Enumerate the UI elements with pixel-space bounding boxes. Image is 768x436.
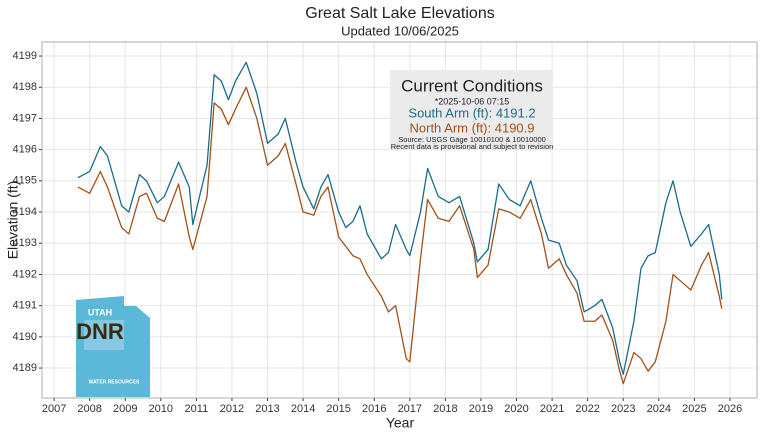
series-line: [77, 86, 723, 385]
x-tick-label: 2020: [504, 403, 528, 415]
x-tick-label: 2017: [398, 403, 422, 415]
annotation: Current Conditions *2025-10-06 07:15 Sou…: [390, 70, 553, 151]
x-tick-label: 2012: [220, 403, 244, 415]
y-tick-label: 4195: [13, 175, 37, 187]
annotation-north: North Arm (ft): 4190.9: [410, 120, 535, 135]
logo-state: UTAH: [88, 307, 112, 317]
y-axis-label: Elevation (ft): [5, 181, 21, 260]
x-tick-label: 2010: [149, 403, 173, 415]
annotation-source: Source: USGS Gage 10010100 & 10010000: [398, 135, 546, 144]
x-tick-label: 2025: [682, 403, 706, 415]
x-tick-label: 2008: [77, 403, 101, 415]
y-tick-label: 4196: [13, 144, 37, 156]
y-tick-label: 4191: [13, 300, 37, 312]
annotation-south: South Arm (ft): 4191.2: [408, 105, 535, 120]
y-tick-label: 4189: [13, 362, 37, 374]
x-tick-label: 2021: [540, 403, 564, 415]
x-tick-label: 2013: [255, 403, 279, 415]
y-tick-label: 4193: [13, 237, 37, 249]
plot-frame: [41, 41, 758, 399]
logo-panel: [84, 320, 124, 350]
grid: 4189 4190 4191 4192 4193 4194 4195 4196 4197 4198…: [13, 42, 757, 415]
x-tick-label: 2016: [362, 403, 386, 415]
logo: UTAH DNR WATER RESOURCES: [76, 296, 150, 397]
y-tick-label: 4197: [13, 112, 37, 124]
series-line: [77, 61, 723, 375]
annotation-heading: Current Conditions: [401, 76, 543, 95]
logo-agency: DNR: [76, 319, 124, 344]
annotation-note: Recent data is provisional and subject t…: [391, 142, 554, 151]
x-tick-label: 2015: [326, 403, 350, 415]
x-tick-label: 2011: [185, 403, 209, 415]
y-tick-label: 4199: [13, 50, 37, 62]
y-tick-label: 4190: [13, 331, 37, 343]
y-tick-label: 4198: [13, 81, 37, 93]
y-tick-label: 4194: [13, 206, 37, 218]
chart-subtitle: Updated 10/06/2025: [341, 23, 459, 38]
annotation-box: [390, 70, 553, 150]
x-tick-label: 2024: [647, 403, 671, 415]
logo-division: WATER RESOURCES: [89, 379, 140, 385]
y-tick-label: 4192: [13, 268, 37, 280]
x-tick-label: 2007: [42, 403, 66, 415]
x-tick-label: 2023: [611, 403, 635, 415]
x-tick-label: 2018: [433, 403, 457, 415]
lines: [77, 61, 723, 385]
x-tick-label: 2019: [469, 403, 493, 415]
logo-shape: [76, 296, 150, 397]
x-tick-label: 2009: [113, 403, 137, 415]
x-tick-label: 2022: [575, 403, 599, 415]
annotation-timestamp: *2025-10-06 07:15: [435, 96, 510, 106]
chart-title: Great Salt Lake Elevations: [305, 5, 494, 22]
x-axis-label: Year: [386, 415, 415, 431]
x-tick-label: 2026: [718, 403, 742, 415]
x-tick-label: 2014: [291, 403, 315, 415]
